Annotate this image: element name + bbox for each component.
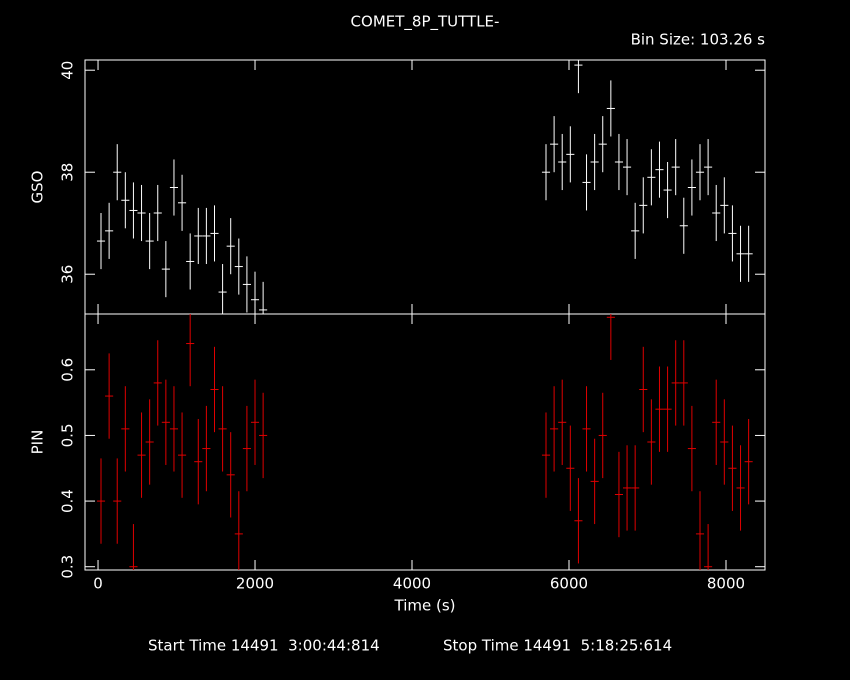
x-tick-label: 8000 xyxy=(707,575,745,593)
x-tick-label: 4000 xyxy=(393,575,431,593)
plot-frame xyxy=(84,313,766,571)
y-axis-label: GSO xyxy=(29,171,47,204)
y-tick-label: 0.4 xyxy=(59,489,77,513)
y-tick-label: 0.3 xyxy=(59,555,77,579)
y-tick-label: 0.5 xyxy=(59,424,77,448)
y-tick-label: 0.6 xyxy=(59,358,77,382)
chart-title: COMET_8P_TUTTLE- xyxy=(351,13,500,32)
bin-size: Bin Size: 103.26 s xyxy=(631,31,766,49)
start-time: Start Time 14491 3:00:44:814 xyxy=(148,637,380,655)
x-tick-label: 2000 xyxy=(236,575,274,593)
x-tick-label: 0 xyxy=(93,575,103,593)
y-tick-label: 38 xyxy=(59,163,77,182)
data-layer xyxy=(96,314,753,570)
plot-frame xyxy=(84,59,766,315)
x-axis-label: Time (s) xyxy=(394,597,456,615)
stop-time: Stop Time 14491 5:18:25:614 xyxy=(443,637,672,655)
y-tick-label: 36 xyxy=(59,265,77,284)
data-layer xyxy=(96,60,753,314)
y-axis-label: PIN xyxy=(29,430,47,455)
x-tick-label: 6000 xyxy=(550,575,588,593)
y-tick-label: 40 xyxy=(59,61,77,80)
